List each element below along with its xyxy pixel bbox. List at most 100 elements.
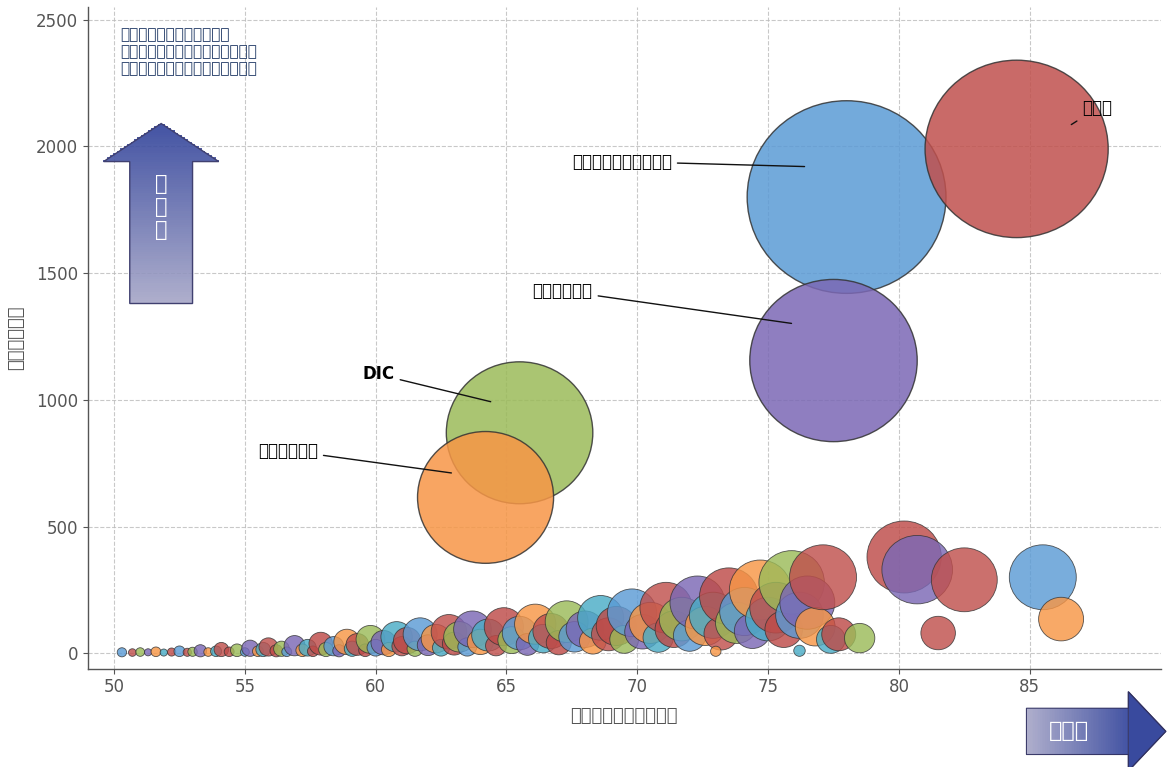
Polygon shape [130,247,192,249]
Polygon shape [130,236,192,239]
Polygon shape [1092,708,1095,755]
Ellipse shape [442,632,466,655]
Text: 総
合
力: 総 合 力 [155,174,168,240]
Text: DIC: DIC [362,366,491,402]
Ellipse shape [484,607,524,646]
Polygon shape [130,292,192,295]
Ellipse shape [845,624,874,653]
Polygon shape [130,263,192,265]
Polygon shape [1069,708,1070,755]
Ellipse shape [716,602,758,644]
Polygon shape [1081,708,1083,755]
Polygon shape [121,148,202,150]
Polygon shape [130,241,192,243]
Polygon shape [130,265,192,268]
Ellipse shape [745,597,791,641]
Polygon shape [130,285,192,288]
Polygon shape [130,191,192,193]
Ellipse shape [559,621,591,652]
Ellipse shape [735,614,770,648]
Ellipse shape [394,627,421,653]
Ellipse shape [515,604,556,644]
Polygon shape [1111,708,1113,755]
Polygon shape [130,295,192,297]
Ellipse shape [700,568,758,624]
Ellipse shape [454,611,491,647]
Ellipse shape [607,589,656,637]
Polygon shape [130,290,192,292]
Polygon shape [1064,708,1065,755]
Polygon shape [1027,708,1028,755]
Polygon shape [148,130,175,133]
Ellipse shape [609,625,639,653]
Polygon shape [130,254,192,256]
Polygon shape [141,135,182,137]
Y-axis label: 権利者スコア: 権利者スコア [7,305,25,370]
Ellipse shape [640,582,693,633]
Polygon shape [1050,708,1052,755]
Ellipse shape [578,595,624,640]
Polygon shape [130,234,192,236]
Polygon shape [144,133,178,135]
Polygon shape [1103,708,1104,755]
Ellipse shape [333,645,346,657]
Polygon shape [1028,708,1030,755]
Ellipse shape [431,614,466,649]
Ellipse shape [417,432,553,563]
Polygon shape [130,169,192,171]
Polygon shape [1119,708,1122,755]
Ellipse shape [704,617,738,650]
Ellipse shape [597,607,636,646]
Polygon shape [103,160,219,162]
Polygon shape [1049,708,1050,755]
Ellipse shape [307,646,319,657]
Polygon shape [130,142,192,143]
Ellipse shape [117,647,127,657]
Ellipse shape [224,647,234,657]
Ellipse shape [252,646,264,657]
Polygon shape [1115,708,1117,755]
Text: 円の大きさ：有効特許件数
　縦軸：権利者スコア（総合力）
　横軸：スコア最高値（個別力）: 円の大きさ：有効特許件数 縦軸：権利者スコア（総合力） 横軸：スコア最高値（個別… [120,27,257,77]
Ellipse shape [458,638,477,656]
Ellipse shape [381,643,396,657]
Polygon shape [1079,708,1081,755]
Ellipse shape [498,627,525,653]
Polygon shape [137,137,185,140]
Ellipse shape [295,644,309,657]
Ellipse shape [214,643,229,657]
Polygon shape [1077,708,1079,755]
Polygon shape [130,193,192,196]
Ellipse shape [151,647,161,657]
Polygon shape [117,150,205,153]
Ellipse shape [136,647,144,657]
Polygon shape [151,128,171,130]
Ellipse shape [319,643,333,657]
Ellipse shape [471,619,505,651]
Polygon shape [130,272,192,275]
Polygon shape [130,239,192,241]
Ellipse shape [503,617,537,650]
Ellipse shape [273,641,289,657]
Polygon shape [1042,708,1043,755]
Polygon shape [130,166,192,169]
Ellipse shape [545,601,588,643]
Ellipse shape [796,607,836,646]
Polygon shape [130,249,192,252]
Polygon shape [130,299,192,301]
Polygon shape [130,213,192,216]
Polygon shape [1038,708,1040,755]
Polygon shape [1123,708,1125,755]
Polygon shape [1043,708,1045,755]
Ellipse shape [309,632,333,655]
Ellipse shape [817,625,845,653]
Polygon shape [1106,708,1108,755]
Ellipse shape [421,624,450,653]
Polygon shape [127,143,196,146]
Ellipse shape [643,623,674,652]
Polygon shape [1054,708,1055,755]
Ellipse shape [211,646,222,657]
Polygon shape [124,146,198,148]
Text: 個別力: 個別力 [1049,721,1090,742]
Ellipse shape [161,649,168,656]
Ellipse shape [546,630,572,655]
